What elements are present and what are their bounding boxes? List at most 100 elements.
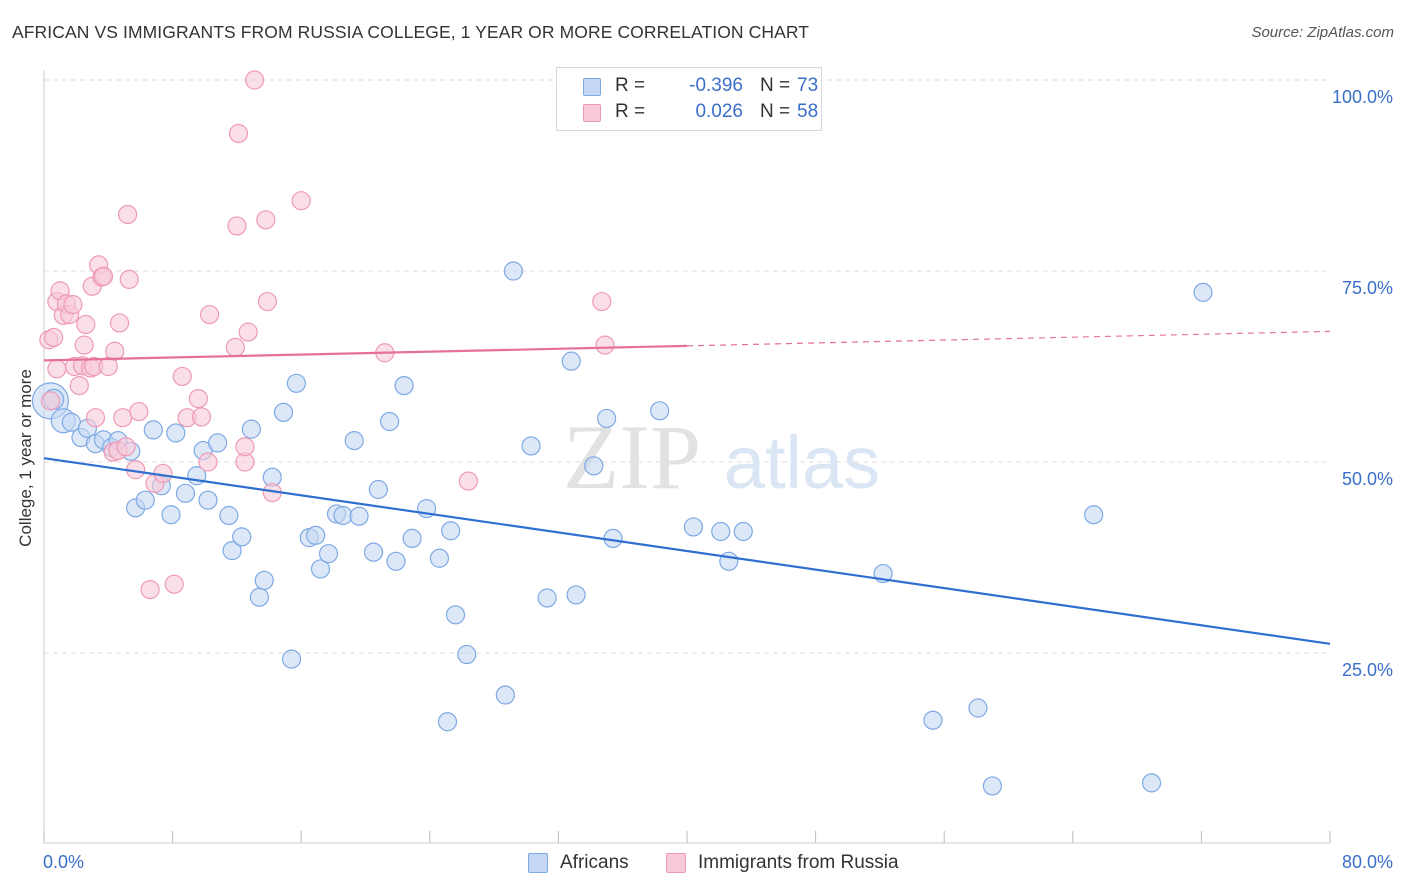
africans-point [344,431,364,451]
russia-points [39,70,615,600]
africans-point [537,588,557,608]
source-label: Source: ZipAtlas.com [1251,24,1394,41]
africans-point [394,376,414,396]
africans-point [1193,282,1213,302]
watermark-atlas: atlas [724,421,880,504]
russia-point [595,335,615,355]
africans-point [232,527,252,547]
russia-point [113,408,133,428]
africans-point [273,402,294,422]
africans-point [306,525,326,545]
legend-n-label: N = [760,101,791,122]
africans-point [1084,505,1104,525]
russia-point [198,452,218,472]
africans-point [566,585,586,605]
bottom-legend-swatch-russia [666,853,686,873]
africans-point [286,373,306,393]
legend-n-value: 73 [797,75,819,96]
africans-point [457,644,477,665]
russia-point [105,341,125,361]
russia-point [458,471,478,491]
russia-point [199,304,220,325]
russia-trend-extension [686,330,1331,347]
africans-point [281,649,302,669]
africans-point [310,559,331,579]
africans-point [445,605,466,625]
africans-point [650,401,670,421]
bottom-legend-label: Africans [560,852,629,873]
legend-n-value: 58 [797,101,819,122]
russia-point [256,210,276,230]
africans-point [333,505,353,526]
y-tick-label: 50.0% [1341,469,1393,489]
legend-swatch-russia [583,104,601,122]
russia-point [85,408,106,428]
africans-point [166,423,186,443]
bottom-legend-label: Immigrants from Russia [698,852,899,873]
russia-point [129,401,149,422]
africans-point [982,776,1003,796]
russia-point [228,123,249,144]
legend-n-label: N = [760,75,791,96]
bottom-legend-swatch-africans [528,853,548,873]
trend-lines [43,330,1331,645]
y-axis-label: College, 1 year or more [16,369,35,547]
africans-point [923,710,943,730]
russia-point [40,391,61,411]
africans-point [219,505,239,526]
russia-point [116,437,136,457]
africans-point [349,506,369,526]
russia-point [93,266,114,286]
africans-point [1141,773,1162,793]
russia-point [119,269,139,290]
russia-point [140,579,160,600]
legend-swatch-africans [583,78,601,96]
y-tick-label: 25.0% [1341,660,1393,680]
russia-point [76,314,96,335]
x-tick-label: 80.0% [1341,852,1393,872]
watermark: ZIP atlas [563,406,880,508]
africans-point [495,685,515,705]
legend-r-value: -0.396 [689,75,743,96]
africans-point [968,698,988,718]
africans-point [441,521,461,541]
russia-point [235,437,255,457]
russia-point [63,295,83,315]
axes [43,70,1331,844]
russia-point [191,407,212,427]
correlation-legend: R = -0.396 N = 73 R = 0.026 N = 58 [556,67,822,131]
africans-point [386,551,406,571]
legend-r-label: R = [615,101,646,122]
russia-point [188,388,208,409]
africans-point [318,544,339,564]
africans-point [733,521,753,542]
russia-point [225,337,245,357]
africans-point [208,433,228,453]
grid-lines [44,79,1330,654]
africans-point [380,411,400,432]
russia-point [117,204,138,225]
russia-trend-line [43,344,688,362]
africans-point [363,542,384,562]
russia-point [109,313,130,333]
y-tick-label: 100.0% [1331,87,1393,107]
africans-point [198,490,218,510]
russia-point [69,376,89,396]
legend-r-value: 0.026 [695,101,743,122]
africans-point [175,483,196,503]
africans-trend-line [43,457,1331,645]
russia-point [238,322,258,342]
y-tick-label: 75.0% [1341,278,1393,298]
africans-point [521,436,541,456]
russia-point [44,327,64,348]
africans-point [561,351,581,371]
africans-point [402,528,422,549]
africans-point [135,490,155,510]
legend-r-label: R = [615,75,646,96]
africans-point [143,420,163,440]
africans-point [161,505,181,525]
russia-point [164,574,184,594]
africans-points [31,261,1213,796]
africans-point [368,479,388,500]
